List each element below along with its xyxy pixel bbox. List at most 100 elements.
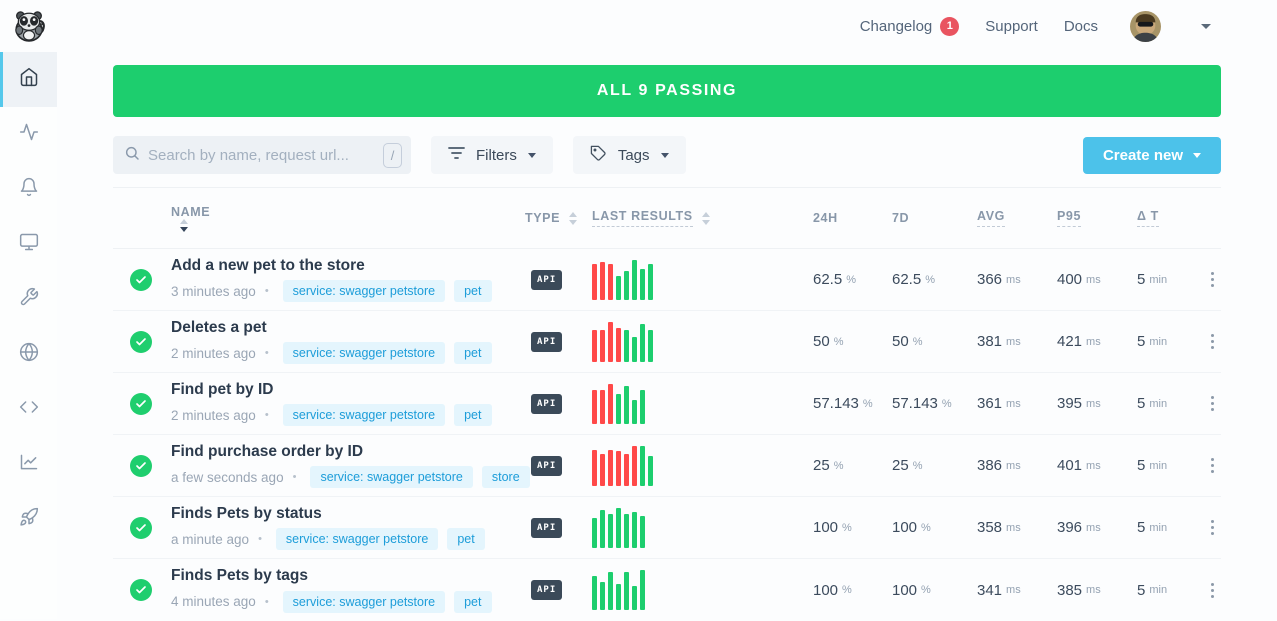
table-row[interactable]: Deletes a pet 2 minutes ago • service: s…	[113, 311, 1221, 373]
tag[interactable]: service: swagger petstore	[283, 280, 445, 302]
nav-support[interactable]: Support	[985, 18, 1038, 35]
check-name[interactable]: Add a new pet to the store	[171, 257, 365, 274]
user-menu-caret-icon[interactable]	[1201, 24, 1211, 29]
check-name[interactable]: Find purchase order by ID	[171, 443, 363, 460]
nav-changelog[interactable]: Changelog 1	[860, 17, 960, 36]
sort-last-results-control[interactable]	[702, 212, 710, 225]
header-7d: 7D	[892, 211, 909, 225]
table-row[interactable]: Add a new pet to the store 3 minutes ago…	[113, 249, 1221, 311]
tag[interactable]: pet	[447, 528, 484, 550]
sidebar-item-private-locations[interactable]	[0, 327, 57, 382]
search-box[interactable]: /	[113, 136, 411, 174]
avg-response-value: 366	[977, 271, 1002, 288]
user-avatar[interactable]	[1130, 11, 1161, 42]
checks-table: NAME TYPE LAST RESULTS 24H 7D AVG P95 Δ …	[113, 187, 1221, 621]
bell-icon	[19, 177, 39, 202]
check-interval-unit: min	[1149, 460, 1167, 472]
tag[interactable]: service: swagger petstore	[283, 342, 445, 364]
meta-separator-dot: •	[265, 409, 269, 421]
check-last-run-time: 3 minutes ago	[171, 284, 256, 299]
success-7d-unit: %	[913, 460, 923, 472]
rocket-icon	[19, 507, 39, 532]
sidebar-item-quickstart[interactable]	[0, 492, 57, 547]
result-bar	[632, 337, 637, 362]
row-menu-button[interactable]	[1207, 516, 1218, 539]
tag-list: service: swagger petstore pet	[274, 342, 492, 364]
results-bars[interactable]	[592, 508, 645, 548]
results-bars[interactable]	[592, 384, 645, 424]
filters-caret-icon	[528, 153, 536, 158]
check-name[interactable]: Find pet by ID	[171, 381, 273, 398]
status-banner: ALL 9 PASSING	[113, 65, 1221, 117]
result-bar	[600, 390, 605, 424]
check-name[interactable]: Finds Pets by tags	[171, 567, 308, 584]
filters-dropdown-button[interactable]: Filters	[431, 136, 553, 174]
avg-response-unit: ms	[1006, 398, 1021, 410]
tag[interactable]: store	[482, 466, 530, 488]
sidebar-item-checks[interactable]	[0, 107, 57, 162]
result-bar	[616, 508, 621, 548]
table-row[interactable]: Finds Pets by tags 4 minutes ago • servi…	[113, 559, 1221, 621]
tag[interactable]: pet	[454, 404, 491, 426]
tags-dropdown-button[interactable]: Tags	[573, 136, 686, 174]
nav-docs[interactable]: Docs	[1064, 18, 1098, 35]
tag-list: service: swagger petstore store	[301, 466, 529, 488]
tag[interactable]: pet	[454, 342, 491, 364]
result-bar	[624, 454, 629, 486]
wrench-icon	[19, 287, 39, 312]
success-7d-unit: %	[942, 398, 952, 410]
app-logo-raccoon[interactable]	[12, 7, 48, 45]
tag[interactable]: service: swagger petstore	[276, 528, 438, 550]
sidebar-item-snippets[interactable]	[0, 382, 57, 437]
table-row[interactable]: Find purchase order by ID a few seconds …	[113, 435, 1221, 497]
results-bars[interactable]	[592, 322, 653, 362]
sidebar-item-dashboards[interactable]	[0, 217, 57, 272]
table-row[interactable]: Find pet by ID 2 minutes ago • service: …	[113, 373, 1221, 435]
sidebar	[0, 52, 57, 619]
header-name: NAME	[171, 205, 210, 219]
sidebar-item-analytics[interactable]	[0, 437, 57, 492]
status-passing-icon	[130, 455, 152, 477]
search-input[interactable]	[148, 147, 383, 164]
sidebar-item-home[interactable]	[0, 52, 57, 107]
row-menu-button[interactable]	[1207, 454, 1218, 477]
check-name[interactable]: Finds Pets by status	[171, 505, 322, 522]
p95-response-unit: ms	[1086, 398, 1101, 410]
create-new-button[interactable]: Create new	[1083, 137, 1221, 174]
success-24h-unit: %	[834, 336, 844, 348]
result-bar	[640, 269, 645, 300]
tags-label: Tags	[618, 147, 650, 164]
status-passing-icon	[130, 579, 152, 601]
results-bars[interactable]	[592, 570, 645, 610]
tag[interactable]: pet	[454, 280, 491, 302]
check-last-run-time: 2 minutes ago	[171, 408, 256, 423]
result-bar	[616, 451, 621, 486]
avg-response-value: 358	[977, 519, 1002, 536]
tag[interactable]: service: swagger petstore	[283, 591, 445, 613]
success-7d-unit: %	[925, 274, 935, 286]
sidebar-item-maintenance[interactable]	[0, 272, 57, 327]
row-menu-button[interactable]	[1207, 392, 1218, 415]
result-bar	[592, 330, 597, 362]
result-bar	[648, 264, 653, 300]
check-last-run-time: a minute ago	[171, 532, 249, 547]
row-menu-button[interactable]	[1207, 330, 1218, 353]
filters-label: Filters	[476, 147, 517, 164]
row-menu-button[interactable]	[1207, 579, 1218, 602]
check-name[interactable]: Deletes a pet	[171, 319, 267, 336]
tag[interactable]: service: swagger petstore	[283, 404, 445, 426]
results-bars[interactable]	[592, 260, 653, 300]
results-bars[interactable]	[592, 446, 653, 486]
sort-name-control[interactable]	[180, 219, 188, 232]
sort-type-control[interactable]	[569, 212, 577, 225]
avg-response-unit: ms	[1006, 584, 1021, 596]
success-24h-value: 100	[813, 519, 838, 536]
result-bar	[624, 330, 629, 362]
avg-response-value: 386	[977, 457, 1002, 474]
check-interval-value: 5	[1137, 457, 1145, 474]
sidebar-item-alerts[interactable]	[0, 162, 57, 217]
table-row[interactable]: Finds Pets by status a minute ago • serv…	[113, 497, 1221, 559]
tag[interactable]: service: swagger petstore	[310, 466, 472, 488]
row-menu-button[interactable]	[1207, 268, 1218, 291]
tag[interactable]: pet	[454, 591, 491, 613]
